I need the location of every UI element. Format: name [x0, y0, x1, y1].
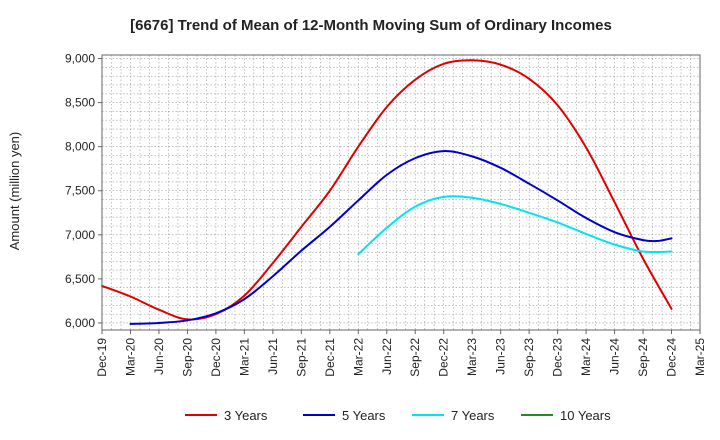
x-tick-label: Dec-20 [209, 338, 223, 377]
y-axis-label: Amount (million yen) [7, 132, 22, 251]
chart-title: [6676] Trend of Mean of 12-Month Moving … [130, 17, 612, 34]
x-tick-label: Sep-22 [408, 338, 422, 377]
x-tick-label: Jun-23 [494, 338, 508, 375]
y-tick-labels: 6,000 6,500 7,000 7,500 8,000 8,500 9,000 [65, 52, 102, 330]
x-tick-label: Dec-19 [95, 338, 109, 377]
series-line-7-years [357, 195, 673, 256]
x-tick-label: Mar-22 [351, 338, 365, 376]
x-tick-label: Mar-23 [465, 338, 479, 376]
series-line-3-years [101, 59, 673, 321]
legend-label: 3 Years [224, 408, 268, 423]
x-tick-label: Jun-24 [608, 338, 622, 375]
y-tick-label: 6,500 [65, 272, 95, 286]
x-tick-label: Sep-20 [180, 338, 194, 377]
x-tick-label: Mar-25 [693, 338, 707, 376]
y-tick-label: 9,000 [65, 52, 95, 66]
y-tick-label: 8,500 [65, 96, 95, 110]
x-tick-label: Dec-21 [323, 338, 337, 377]
plot-frame [101, 54, 701, 331]
legend-label: 7 Years [451, 408, 495, 423]
series-line-5-years [129, 150, 673, 325]
x-tick-label: Sep-23 [522, 338, 536, 377]
x-tick-label: Dec-24 [665, 338, 679, 377]
x-tick-label: Dec-23 [551, 338, 565, 377]
x-tick-label: Sep-24 [636, 338, 650, 377]
x-tick-label: Jun-21 [266, 338, 280, 375]
series-layer [101, 59, 673, 325]
grid [102, 55, 700, 330]
y-tick-label: 6,000 [65, 316, 95, 330]
x-tick-label: Sep-21 [294, 338, 308, 377]
legend-label: 10 Years [560, 408, 611, 423]
x-tick-label: Mar-20 [123, 338, 137, 376]
y-tick-label: 7,000 [65, 228, 95, 242]
y-tick-label: 7,500 [65, 184, 95, 198]
legend-label: 5 Years [342, 408, 386, 423]
x-tick-label: Mar-24 [579, 338, 593, 376]
legend: 3 Years 5 Years 7 Years 10 Years [185, 408, 611, 423]
x-tick-label: Mar-21 [237, 338, 251, 376]
x-tick-label: Dec-22 [437, 338, 451, 377]
x-tick-label: Jun-20 [152, 338, 166, 375]
x-tick-label: Jun-22 [380, 338, 394, 375]
x-tick-labels: Dec-19 Mar-20 Jun-20 Sep-20 Dec-20 Mar-21 Jun-… [95, 330, 707, 377]
y-tick-label: 8,000 [65, 140, 95, 154]
